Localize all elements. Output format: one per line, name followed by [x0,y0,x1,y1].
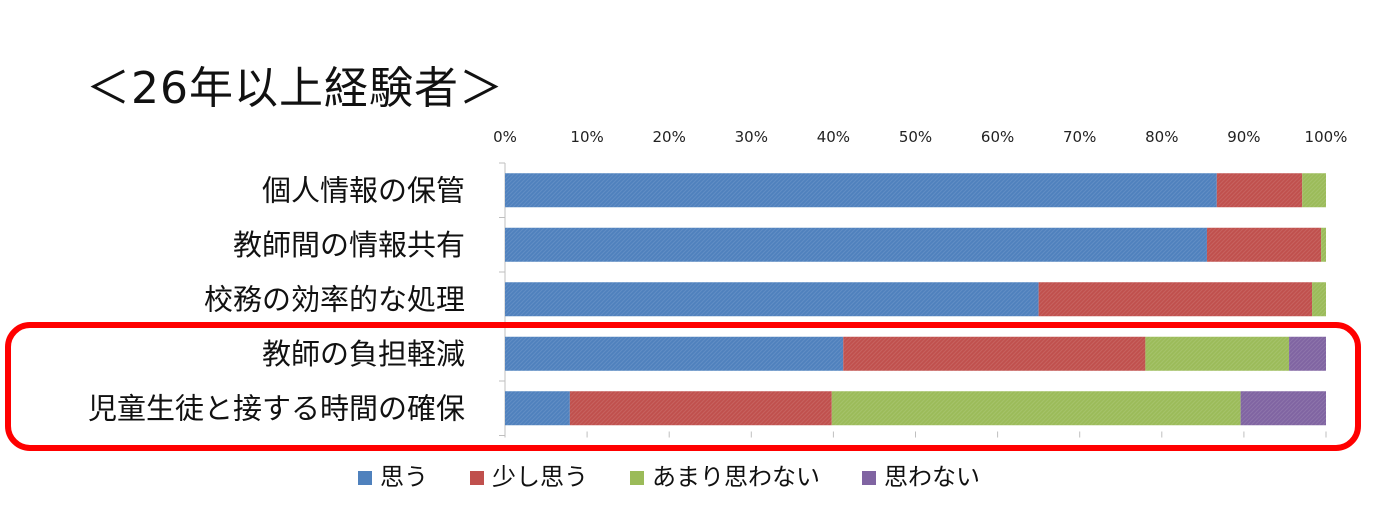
x-tick-label: 70% [1063,128,1096,146]
legend-swatch [358,471,372,485]
chart-title: ＜26年以上経験者＞ [86,63,504,114]
bar-segment-texture [1038,282,1313,317]
bar-segment-texture [831,391,1241,426]
bar-segment-texture [843,336,1146,371]
bar-segment-texture [1216,173,1303,208]
bar-segment-texture [505,336,844,371]
legend-swatch [630,471,644,485]
highlight-box [5,322,1361,451]
legend: 思う 少し思う あまり思わない 思わない [358,463,980,491]
legend-label: あまり思わない [652,463,820,491]
legend-swatch [862,471,876,485]
x-tick-label: 40% [817,128,850,146]
x-tick-label: 80% [1145,128,1178,146]
category-label: 校務の効率的な処理 [204,282,465,316]
x-tick-label: 90% [1227,128,1260,146]
bar-segment-texture [1145,336,1290,371]
bars-layer [505,173,1326,426]
category-label: 個人情報の保管 [262,173,465,207]
bar-segment-texture [505,282,1039,317]
x-tick-label: 100% [1305,128,1348,146]
bar-segment-texture [1312,282,1326,317]
x-tick-label: 50% [899,128,932,146]
legend-label: 思う [380,463,428,491]
labels-layer: 0% 10% 20% 30% 40% 50% 60% 70% 80% 90% 100% 個人情報の保管… [88,128,1347,425]
x-tick-label: 60% [981,128,1014,146]
x-tick-label: 0% [493,128,517,146]
category-label: 児童生徒と接する時間の確保 [88,391,465,425]
x-tick-label: 30% [735,128,768,146]
legend-label: 思わない [884,463,980,491]
bar-segment-texture [1302,173,1326,208]
bar-segment-texture [505,173,1217,208]
x-tick-label: 10% [570,128,603,146]
bar-segment-texture [1289,336,1326,371]
bar-segment-texture [569,391,832,426]
category-label: 教師の負担軽減 [262,337,465,371]
bar-segment-texture [1206,227,1322,262]
x-tick-label: 20% [653,128,686,146]
category-label: 教師間の情報共有 [233,228,465,262]
legend-swatch [470,471,484,485]
bar-segment-texture [1240,391,1326,426]
bar-segment-texture [505,391,570,426]
legend-label: 少し思う [492,463,588,491]
bar-segment-texture [505,227,1207,262]
bar-segment-texture [1321,227,1326,262]
